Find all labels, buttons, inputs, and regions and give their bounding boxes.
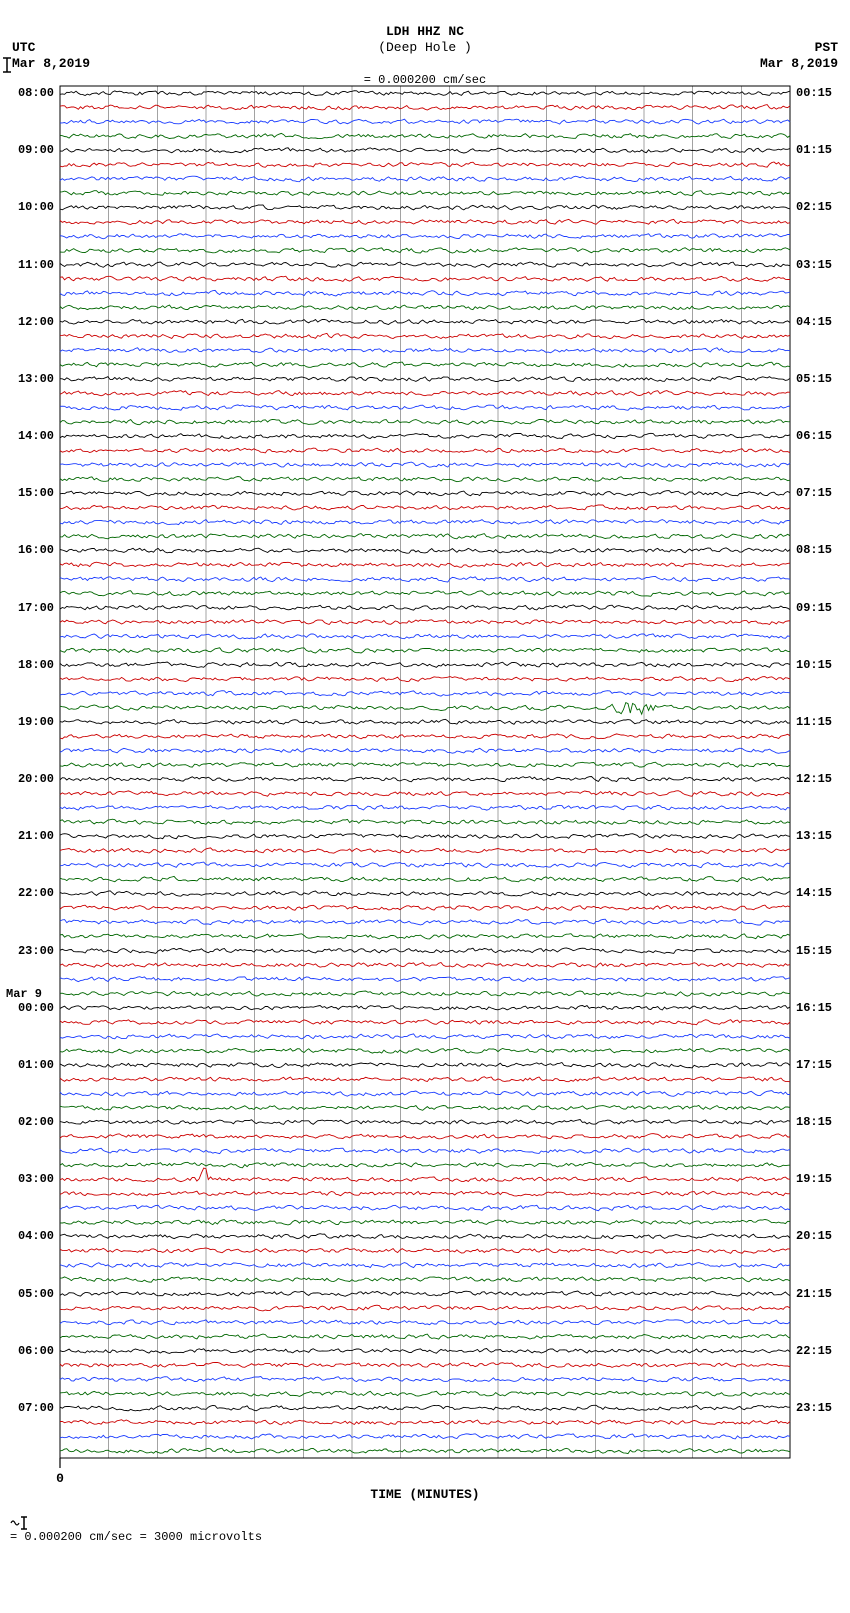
utc-hour-label: 03:00	[18, 1173, 54, 1185]
header: UTC Mar 8,2019 LDH HHZ NC (Deep Hole ) =…	[0, 0, 850, 80]
utc-hour-label: 19:00	[18, 716, 54, 728]
scale-bar-icon	[0, 57, 14, 73]
seismogram-svg: 0 TIME (MINUTES)	[10, 80, 840, 1510]
utc-hour-label: 02:00	[18, 1116, 54, 1128]
pst-hour-label: 16:15	[796, 1002, 832, 1014]
pst-hour-label: 20:15	[796, 1230, 832, 1242]
pst-hour-label: 01:15	[796, 144, 832, 156]
utc-hour-label: 22:00	[18, 887, 54, 899]
pst-hour-label: 22:15	[796, 1345, 832, 1357]
utc-hour-label: 16:00	[18, 544, 54, 556]
pst-hour-label: 00:15	[796, 87, 832, 99]
pst-hour-label: 17:15	[796, 1059, 832, 1071]
pst-hour-label: 04:15	[796, 316, 832, 328]
utc-hour-label: 14:00	[18, 430, 54, 442]
pst-hour-label: 10:15	[796, 659, 832, 671]
pst-hour-label: 21:15	[796, 1288, 832, 1300]
pst-hour-label: 07:15	[796, 487, 832, 499]
pst-hour-label: 13:15	[796, 830, 832, 842]
utc-hour-labels: 08:00 09:00 10:00 11:00 12:00 13:00 14:00 15:00…	[8, 80, 54, 1510]
pst-hour-label: 09:15	[796, 602, 832, 614]
pst-hour-labels: 00:15 01:15 02:15 03:15 04:15 05:15 06:15 07:15…	[796, 80, 842, 1510]
tz-right-block: PST Mar 8,2019	[760, 40, 838, 71]
utc-hour-label: 10:00	[18, 201, 54, 213]
utc-hour-label: 04:00	[18, 1230, 54, 1242]
utc-hour-label: 12:00	[18, 316, 54, 328]
tz-right-date: Mar 8,2019	[760, 56, 838, 72]
utc-hour-label: 00:00	[18, 1002, 54, 1014]
utc-hour-label: 23:00	[18, 945, 54, 957]
station-subtitle: (Deep Hole )	[0, 40, 850, 56]
tz-right-label: PST	[760, 40, 838, 56]
pst-hour-label: 12:15	[796, 773, 832, 785]
pst-hour-label: 15:15	[796, 945, 832, 957]
svg-text:0: 0	[56, 1471, 64, 1486]
pst-hour-label: 14:15	[796, 887, 832, 899]
pst-hour-label: 18:15	[796, 1116, 832, 1128]
pst-hour-label: 23:15	[796, 1402, 832, 1414]
pst-hour-label: 19:15	[796, 1173, 832, 1185]
seismogram-plot: 08:00 09:00 10:00 11:00 12:00 13:00 14:00 15:00…	[10, 80, 840, 1510]
utc-hour-label: 21:00	[18, 830, 54, 842]
pst-hour-label: 06:15	[796, 430, 832, 442]
utc-hour-label: 18:00	[18, 659, 54, 671]
footer-text: = 0.000200 cm/sec = 3000 microvolts	[10, 1530, 262, 1544]
title-block: LDH HHZ NC (Deep Hole ) = 0.000200 cm/se…	[0, 24, 850, 88]
utc-hour-label: 08:00	[18, 87, 54, 99]
footer: = 0.000200 cm/sec = 3000 microvolts	[10, 1516, 840, 1544]
station-title: LDH HHZ NC	[0, 24, 850, 40]
utc-hour-label: 09:00	[18, 144, 54, 156]
utc-hour-label: 05:00	[18, 1288, 54, 1300]
utc-hour-label: 20:00	[18, 773, 54, 785]
utc-hour-label: 06:00	[18, 1345, 54, 1357]
pst-hour-label: 11:15	[796, 716, 832, 728]
utc-hour-label: 11:00	[18, 259, 54, 271]
utc-date-label: Mar 9	[6, 988, 52, 1000]
pst-hour-label: 02:15	[796, 201, 832, 213]
pst-hour-label: 05:15	[796, 373, 832, 385]
pst-hour-label: 03:15	[796, 259, 832, 271]
footer-scale-icon	[10, 1516, 32, 1530]
utc-hour-label: 07:00	[18, 1402, 54, 1414]
svg-text:TIME (MINUTES): TIME (MINUTES)	[370, 1487, 479, 1502]
utc-hour-label: 17:00	[18, 602, 54, 614]
pst-hour-label: 08:15	[796, 544, 832, 556]
utc-hour-label: 01:00	[18, 1059, 54, 1071]
utc-hour-label: 15:00	[18, 487, 54, 499]
utc-hour-label: 13:00	[18, 373, 54, 385]
